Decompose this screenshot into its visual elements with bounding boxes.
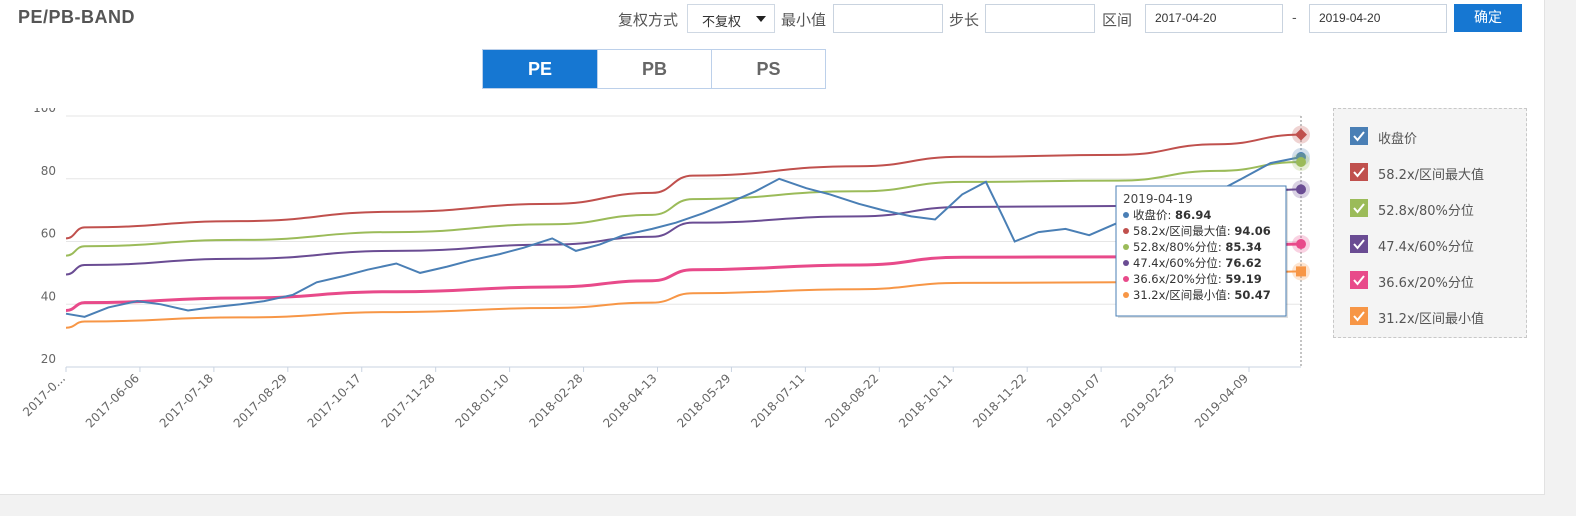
series-line-band-max <box>65 133 1302 240</box>
metric-tabs: PE PB PS <box>482 49 826 89</box>
tab-ps[interactable]: PS <box>711 50 825 88</box>
x-tick-label: 2018-11-22 <box>970 371 1029 430</box>
adjust-method-select[interactable]: 不复权 <box>687 4 775 33</box>
check-icon <box>1353 203 1365 214</box>
tooltip-series-dot <box>1123 212 1129 218</box>
end-marker-band-p20 <box>1296 239 1306 250</box>
tooltip-series-row: 58.2x/区间最大值: 94.06 <box>1133 224 1271 238</box>
check-icon <box>1353 239 1365 250</box>
tooltip-series-dot <box>1123 228 1129 234</box>
check-icon <box>1353 275 1365 286</box>
pe-pb-band-panel: PE/PB-BAND 复权方式 不复权 最小值 步长 区间 2017-04-20… <box>0 0 1545 495</box>
x-tick-label: 2019-01-07 <box>1044 371 1103 430</box>
end-marker-band-p60 <box>1296 184 1306 195</box>
x-tick-label: 2018-02-28 <box>526 371 585 430</box>
tooltip-series-name: 收盘价: <box>1133 208 1175 222</box>
y-tick-label: 60 <box>41 227 56 241</box>
tooltip-series-value: 59.19 <box>1225 272 1261 286</box>
tooltip-series-name: 47.4x/60%分位: <box>1133 256 1225 270</box>
x-tick-label: 2018-04-13 <box>600 371 659 430</box>
range-label: 区间 <box>1102 11 1133 29</box>
x-tick-label: 2018-05-29 <box>674 371 733 430</box>
tooltip-series-value: 76.62 <box>1225 256 1261 270</box>
y-tick-label: 40 <box>41 289 56 303</box>
step-input[interactable] <box>985 4 1095 33</box>
tooltip-series-row: 52.8x/80%分位: 85.34 <box>1133 240 1262 254</box>
tooltip-series-row: 36.6x/20%分位: 59.19 <box>1133 272 1262 286</box>
legend-label: 36.6x/20%分位 <box>1378 276 1474 291</box>
x-tick-label: 2017-07-18 <box>157 371 216 430</box>
min-value-label: 最小值 <box>781 11 827 29</box>
tooltip-series-name: 52.8x/80%分位: <box>1133 240 1225 254</box>
legend-label: 47.4x/60%分位 <box>1378 240 1474 255</box>
tooltip-series-value: 94.06 <box>1234 224 1270 238</box>
adjust-method-label: 复权方式 <box>618 11 679 29</box>
min-value-input[interactable] <box>833 4 943 33</box>
page-title: PE/PB-BAND <box>18 7 136 27</box>
x-tick-label: 2017-11-28 <box>379 371 438 430</box>
legend-label: 58.2x/区间最大值 <box>1378 168 1485 183</box>
step-label: 步长 <box>949 11 980 29</box>
x-tick-label: 2017-10-17 <box>305 371 364 430</box>
check-icon <box>1353 311 1365 322</box>
tooltip-series-value: 85.34 <box>1225 240 1261 254</box>
x-tick-label: 2018-10-11 <box>896 371 955 430</box>
end-marker-band-min <box>1296 266 1306 277</box>
legend-label: 收盘价 <box>1378 132 1418 147</box>
tooltip: 2019-04-19 收盘价: 86.94 58.2x/区间最大值: 94.06 52… <box>1115 185 1288 318</box>
legend-checkbox[interactable] <box>1350 271 1368 289</box>
legend-checkbox[interactable] <box>1350 127 1368 145</box>
chart-legend: 收盘价 58.2x/区间最大值 52.8x/80%分位 47.4x/60%分位 … <box>1333 108 1527 338</box>
band-chart: 20 40 60 80 100 2017-0... 2017-06-06 2017-07-18… <box>18 101 1312 454</box>
tooltip-series-dot <box>1123 260 1129 266</box>
x-tick-label: 2018-08-22 <box>822 371 881 430</box>
tooltip-date: 2019-04-19 <box>1123 192 1193 206</box>
check-icon <box>1353 167 1365 178</box>
legend-label: 52.8x/80%分位 <box>1378 204 1474 219</box>
check-icon <box>1353 131 1365 142</box>
x-tick-label: 2019-04-09 <box>1192 371 1251 430</box>
y-tick-label: 20 <box>41 352 56 366</box>
tab-pb[interactable]: PB <box>597 50 711 88</box>
series-line-band-p80 <box>65 160 1302 257</box>
x-tick-label: 2018-07-11 <box>748 371 807 430</box>
band-chart-svg: 20 40 60 80 100 2017-0... 2017-06-06 2017-07-18… <box>20 101 1310 430</box>
confirm-button[interactable]: 确定 <box>1454 4 1522 32</box>
tooltip-series-dot <box>1123 276 1129 282</box>
chevron-down-icon <box>756 16 766 22</box>
legend-checkbox[interactable] <box>1350 163 1368 181</box>
tooltip-series-dot <box>1123 244 1129 250</box>
range-start-input[interactable]: 2017-04-20 <box>1145 4 1283 33</box>
x-tick-label: 2017-08-29 <box>231 371 290 430</box>
range-separator: - <box>1292 11 1297 26</box>
x-tick-label: 2018-01-10 <box>453 371 512 430</box>
tooltip-series-row: 收盘价: 86.94 <box>1133 208 1211 222</box>
legend-checkbox[interactable] <box>1350 199 1368 217</box>
adjust-method-value: 不复权 <box>702 15 742 30</box>
tooltip-series-row: 47.4x/60%分位: 76.62 <box>1133 256 1262 270</box>
x-tick-label: 2017-0... <box>20 371 68 419</box>
tooltip-series-value: 86.94 <box>1175 208 1211 222</box>
tab-pe[interactable]: PE <box>483 50 597 88</box>
end-marker-band-p80 <box>1296 156 1306 167</box>
x-tick-label: 2019-02-25 <box>1118 371 1177 430</box>
y-tick-label: 100 <box>33 108 56 115</box>
tooltip-series-name: 31.2x/区间最小值: <box>1133 288 1234 302</box>
tooltip-series-name: 58.2x/区间最大值: <box>1133 224 1234 238</box>
range-end-input[interactable]: 2019-04-20 <box>1309 4 1447 33</box>
tooltip-series-dot <box>1123 292 1129 298</box>
legend-checkbox[interactable] <box>1350 307 1368 325</box>
y-tick-label: 80 <box>41 164 56 178</box>
x-tick-label: 2017-06-06 <box>83 371 142 430</box>
legend-checkbox[interactable] <box>1350 235 1368 253</box>
tooltip-box <box>1115 185 1287 317</box>
tooltip-series-value: 50.47 <box>1234 288 1270 302</box>
end-marker-band-max <box>1295 128 1307 141</box>
tooltip-series-row: 31.2x/区间最小值: 50.47 <box>1133 288 1271 302</box>
legend-label: 31.2x/区间最小值 <box>1378 312 1485 327</box>
series-line-close-price <box>65 156 1302 318</box>
tooltip-series-name: 36.6x/20%分位: <box>1133 272 1225 286</box>
